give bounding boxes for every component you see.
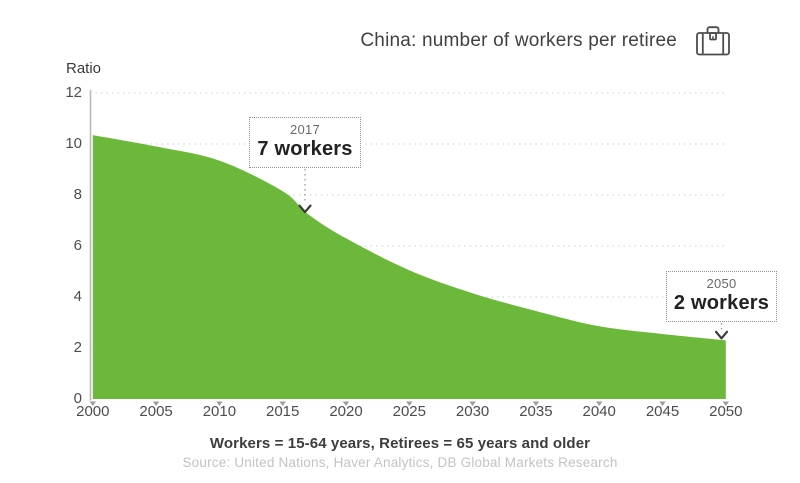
y-tick-label: 6 bbox=[73, 237, 82, 254]
x-tick-label: 2005 bbox=[139, 403, 173, 420]
y-tick-label: 10 bbox=[65, 135, 82, 152]
x-tick-mark bbox=[216, 401, 223, 406]
x-tick-label: 2020 bbox=[329, 403, 363, 420]
x-tick-label: 2025 bbox=[392, 403, 426, 420]
x-tick-mark bbox=[596, 401, 603, 406]
x-tick-mark bbox=[406, 401, 413, 406]
x-tick-mark bbox=[469, 401, 476, 406]
y-tick-label: 8 bbox=[73, 186, 82, 203]
definition-note: Workers = 15-64 years, Retirees = 65 yea… bbox=[209, 435, 591, 452]
x-tick-mark bbox=[722, 401, 729, 406]
x-tick-mark bbox=[342, 401, 350, 406]
annotation-connectors bbox=[298, 169, 729, 340]
x-tick-label: 2000 bbox=[76, 403, 110, 420]
x-tick-mark bbox=[89, 401, 96, 406]
annotation-year: 2017 bbox=[289, 122, 321, 137]
y-tick-label: 2 bbox=[73, 339, 82, 356]
y-tick-label: 4 bbox=[73, 288, 82, 305]
annotation-2017: 2017 7 workers bbox=[249, 117, 361, 168]
x-tick-label: 2050 bbox=[709, 403, 743, 420]
x-tick-label: 2040 bbox=[582, 403, 616, 420]
x-tick-mark bbox=[532, 401, 540, 406]
x-tick-label: 2015 bbox=[266, 403, 300, 420]
y-tick-label: 12 bbox=[65, 84, 82, 101]
annotation-2050: 2050 2 workers bbox=[666, 271, 777, 322]
annotation-year: 2050 bbox=[706, 276, 737, 291]
area-series bbox=[92, 135, 726, 399]
x-tick-mark bbox=[279, 401, 286, 406]
annotation-value: 7 workers bbox=[257, 138, 353, 160]
y-axis-title: Ratio bbox=[66, 60, 102, 77]
y-tick-label: 0 bbox=[73, 390, 82, 407]
x-tick-mark bbox=[659, 401, 666, 406]
x-tick-label: 2045 bbox=[645, 403, 680, 420]
x-tick-mark bbox=[152, 401, 160, 406]
briefcase-icon bbox=[696, 26, 730, 56]
x-tick-label: 2030 bbox=[455, 403, 490, 420]
arrow-down-icon bbox=[298, 204, 312, 214]
annotation-value: 2 workers bbox=[673, 292, 770, 314]
x-tick-label: 2035 bbox=[519, 403, 553, 420]
x-tick-label: 2010 bbox=[202, 403, 237, 420]
chart-title: China: number of workers per retiree bbox=[360, 29, 677, 51]
source-note: Source: United Nations, Haver Analytics,… bbox=[182, 455, 618, 470]
arrow-down-icon bbox=[714, 330, 729, 340]
x-tick-marks bbox=[89, 401, 729, 406]
title-row: China: number of workers per retiree bbox=[360, 24, 732, 57]
